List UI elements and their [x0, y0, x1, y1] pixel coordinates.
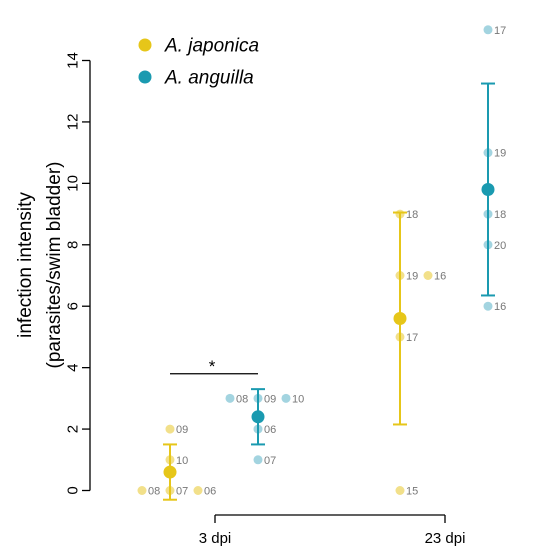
y-tick-label-10: 10 — [64, 175, 81, 192]
point-label-anguilla-0-2: 10 — [292, 393, 304, 405]
legend: A. japonica A. anguilla — [138, 36, 259, 89]
y-tick-label-12: 12 — [64, 114, 81, 131]
axes-group: 0 2 4 6 8 10 12 14 3 dpi 23 dpi — [64, 52, 465, 547]
point-anguilla-0-2 — [281, 393, 291, 403]
y-tick-label-4: 4 — [64, 363, 81, 371]
point-label-anguilla-1-3: 20 — [494, 240, 506, 252]
point-label-anguilla-0-0: 08 — [236, 393, 248, 405]
y-tick-label-8: 8 — [64, 241, 81, 249]
point-label-japonica-0-4: 06 — [204, 486, 216, 498]
point-label-japonica-1-1: 19 — [406, 271, 418, 283]
point-label-anguilla-1-1: 19 — [494, 148, 506, 160]
y-tick-label-14: 14 — [64, 52, 81, 69]
point-label-japonica-1-3: 17 — [406, 332, 418, 344]
legend-swatch-japonica — [138, 38, 152, 52]
point-label-japonica-0-1: 10 — [176, 455, 188, 467]
point-japonica-0-4 — [193, 486, 203, 495]
point-label-anguilla-1-2: 18 — [494, 209, 506, 221]
point-label-anguilla-0-3: 06 — [264, 424, 276, 436]
y-axis-title-line2: (parasites/swim bladder) — [44, 162, 65, 369]
mean-japonica-0 — [163, 465, 177, 479]
y-tick-label-2: 2 — [64, 425, 81, 433]
point-japonica-1-2 — [423, 271, 433, 280]
x-tick-label-1: 23 dpi — [425, 530, 466, 547]
point-japonica-0-0 — [165, 424, 175, 434]
significance-star-0: * — [209, 357, 216, 376]
point-label-anguilla-0-1: 09 — [264, 393, 276, 405]
mean-anguilla-1 — [481, 183, 495, 196]
y-tick-label-0: 0 — [64, 486, 81, 494]
point-label-anguilla-1-0: 17 — [494, 25, 506, 37]
point-label-anguilla-0-4: 07 — [264, 455, 276, 467]
legend-label-japonica: A. japonica — [164, 36, 259, 57]
point-japonica-1-4 — [395, 486, 405, 495]
y-axis-title-line1: infection intensity — [15, 192, 36, 338]
point-anguilla-1-4 — [483, 301, 493, 311]
marks-group: 09 10 08 07 06 18 19 16 17 15 08 09 10 06 07 17 19 18 20 16… — [137, 25, 506, 501]
point-anguilla-0-0 — [225, 393, 235, 403]
point-label-japonica-0-0: 09 — [176, 424, 188, 436]
point-japonica-0-2 — [137, 486, 147, 495]
legend-swatch-anguilla — [138, 70, 152, 84]
point-label-japonica-1-4: 15 — [406, 486, 418, 498]
point-label-anguilla-1-4: 16 — [494, 301, 506, 313]
mean-anguilla-0 — [251, 410, 265, 424]
mean-japonica-1 — [393, 312, 407, 325]
point-anguilla-0-4 — [253, 455, 263, 465]
point-label-japonica-0-2: 08 — [148, 486, 160, 498]
legend-label-anguilla: A. anguilla — [164, 68, 254, 89]
point-label-japonica-1-2: 16 — [434, 271, 446, 283]
x-tick-label-0: 3 dpi — [199, 530, 232, 547]
point-label-japonica-0-3: 07 — [176, 486, 188, 498]
y-tick-label-6: 6 — [64, 302, 81, 310]
point-anguilla-1-0 — [483, 25, 493, 35]
point-label-japonica-1-0: 18 — [406, 209, 418, 221]
